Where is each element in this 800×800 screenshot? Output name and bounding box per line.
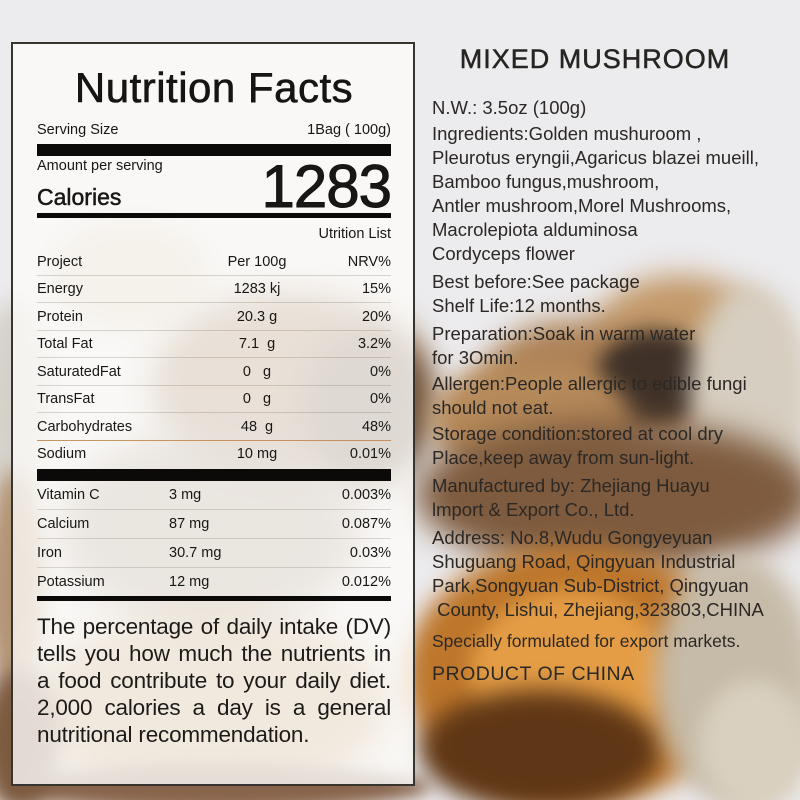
nutrient-name: Carbohydrates: [37, 418, 133, 435]
ingredients-line: Ingredients:Golden mushuroom ,: [432, 123, 702, 144]
ingredients-block: Ingredients:Golden mushuroom , Pleurotus…: [432, 122, 792, 266]
allergen-block: Allergen:People allergic to edible fungi…: [432, 372, 792, 420]
manufacturer-line: Manufactured by: Zhejiang Huayu: [432, 475, 710, 496]
photo-blob: [415, 420, 800, 570]
ingredients-line: Macrolepiota alduminosa: [432, 219, 638, 240]
preparation-block: Preparation:Soak in warm water for 3Omin…: [432, 322, 792, 370]
country-of-origin: PRODUCT OF CHINA: [432, 663, 635, 685]
daily-value-footnote: The percentage of daily intake (DV) tell…: [37, 614, 391, 748]
nutrient-nrv: 0%: [370, 363, 391, 380]
amount-per-serving-label: Amount per serving: [37, 158, 163, 175]
nutrient-name: TransFat: [37, 391, 95, 408]
storage-line: Storage condition:stored at cool dry: [432, 423, 724, 444]
nutrition-facts-title: Nutrition Facts: [74, 64, 354, 112]
nutrient-amount: 0 g: [242, 391, 272, 408]
ingredients-line: Bamboo fungus,mushroom,: [432, 171, 660, 192]
nutrient-nrv: 48%: [361, 418, 391, 435]
manufacturer-line: lmport & Export Co., Ltd.: [432, 499, 635, 520]
column-per-100g: Per 100g: [227, 253, 287, 270]
mineral-name: Vitamin C: [37, 487, 100, 504]
allergen-line: Allergen:People allergic to edible fungi: [432, 373, 747, 394]
export-note: Specially formulated for export markets.: [432, 631, 741, 651]
calories-label: Calories: [37, 184, 122, 211]
mineral-nrv: 0.012%: [341, 574, 391, 591]
nutrient-nrv: 3.2%: [357, 336, 391, 353]
address-block: Address: No.8,Wudu Gongyeyuan Shuguang R…: [432, 526, 792, 622]
preparation-line: Preparation:Soak in warm water: [432, 323, 696, 344]
calories-value: 1283: [261, 153, 392, 221]
ingredients-line: Cordyceps flower: [432, 243, 575, 264]
nutrient-nrv: 15%: [361, 281, 391, 298]
storage-block: Storage condition:stored at cool dry Pla…: [432, 422, 792, 470]
mineral-amount: 87 mg: [169, 516, 210, 533]
serving-size-value: 1Bag ( 100g): [307, 122, 391, 139]
address-line: County, Lishui, Zhejiang,323803,CHINA: [432, 599, 764, 620]
table-row-carbohydrates: Carbohydrates 48 g 48%: [37, 413, 391, 441]
allergen-line: should not eat.: [432, 397, 554, 418]
table-row-total-fat: Total Fat 7.1 g 3.2%: [37, 331, 391, 359]
address-line: Shuguang Road, Qingyuan Industrial: [432, 551, 736, 572]
mineral-name: Potassium: [37, 574, 105, 591]
nutrition-facts-panel: Nutrition Facts Serving Size 1Bag ( 100g…: [11, 42, 415, 786]
nutrient-amount: 20.3 g: [236, 308, 278, 325]
thick-divider-bar: [37, 469, 391, 482]
ingredients-line: Pleurotus eryngii,Agaricus blazei mueill…: [432, 147, 759, 168]
nutrient-amount: 48 g: [240, 418, 274, 435]
column-project: Project: [37, 253, 83, 270]
mineral-row-calcium: Calcium 87 mg 0.087%: [37, 510, 391, 540]
mineral-amount: 3 mg: [169, 487, 202, 504]
table-row-energy: Energy 1283 kj 15%: [37, 276, 391, 304]
mineral-row-iron: Iron 30.7 mg 0.03%: [37, 539, 391, 569]
best-before-block: Best before:See package Shelf Life:12 mo…: [432, 270, 792, 318]
table-row-protein: Protein 20.3 g 20%: [37, 303, 391, 331]
mineral-row-potassium: Potassium 12 mg 0.012%: [37, 568, 391, 596]
nutrient-name: Energy: [37, 281, 83, 298]
nutrient-amount: 1283 kj: [233, 281, 281, 298]
mineral-row-vitamin-c: Vitamin C 3 mg 0.003%: [37, 481, 391, 511]
nutrient-name: Protein: [37, 308, 83, 325]
table-row-sodium: Sodium 10 mg 0.01%: [37, 441, 391, 468]
photo-blob: [700, 680, 800, 800]
mineral-name: Calcium: [37, 516, 90, 533]
nutrient-amount: 7.1 g: [238, 336, 276, 353]
thin-divider-bar: [37, 596, 391, 602]
nutrient-nrv: 0%: [370, 391, 391, 408]
nutrient-name: SaturatedFat: [37, 363, 121, 380]
ingredients-line: Antler mushroom,Morel Mushrooms,: [432, 195, 732, 216]
thick-divider-bar: [37, 144, 391, 157]
photo-blob: [420, 690, 660, 800]
serving-size-label: Serving Size: [37, 122, 119, 139]
product-title: MIXED MUSHROOM: [459, 44, 731, 75]
calories-section: Amount per serving Calories 1283: [37, 153, 393, 221]
column-nrv: NRV%: [347, 253, 391, 270]
serving-size-row: Serving Size 1Bag ( 100g): [37, 122, 391, 138]
mineral-nrv: 0.003%: [341, 487, 391, 504]
preparation-line: for 3Omin.: [432, 347, 519, 368]
address-line: Park,Songyuan Sub-District, Qingyuan: [432, 575, 749, 596]
manufacturer-block: Manufactured by: Zhejiang Huayu lmport &…: [432, 474, 792, 522]
nutrient-name: Sodium: [37, 446, 87, 463]
mineral-nrv: 0.03%: [349, 545, 391, 562]
nutrient-amount: 10 mg: [236, 446, 278, 463]
address-line: Address: No.8,Wudu Gongyeyuan: [432, 527, 713, 548]
nutrient-nrv: 20%: [361, 308, 391, 325]
mineral-nrv: 0.087%: [341, 516, 391, 533]
product-info-column: MIXED MUSHROOM N.W.: 3.5oz (100g) Ingred…: [432, 44, 792, 686]
shelf-life: Shelf Life:12 months.: [432, 295, 606, 316]
mineral-name: Iron: [37, 545, 62, 562]
best-before: Best before:See package: [432, 271, 640, 292]
table-row-trans-fat: TransFat 0 g 0%: [37, 386, 391, 414]
net-weight: N.W.: 3.5oz (100g): [432, 97, 587, 118]
thin-divider-bar: [37, 213, 391, 219]
nutrient-amount: 0 g: [242, 363, 272, 380]
table-header-row: Project Per 100g NRV%: [37, 248, 391, 276]
utrition-list-header: Utrition List: [318, 226, 391, 243]
storage-line: Place,keep away from sun-light.: [432, 447, 695, 468]
mineral-amount: 30.7 mg: [169, 545, 222, 562]
nutrient-nrv: 0.01%: [349, 446, 391, 463]
nutrient-name: Total Fat: [37, 336, 93, 353]
table-row-saturated-fat: SaturatedFat 0 g 0%: [37, 358, 391, 386]
mineral-amount: 12 mg: [169, 574, 210, 591]
